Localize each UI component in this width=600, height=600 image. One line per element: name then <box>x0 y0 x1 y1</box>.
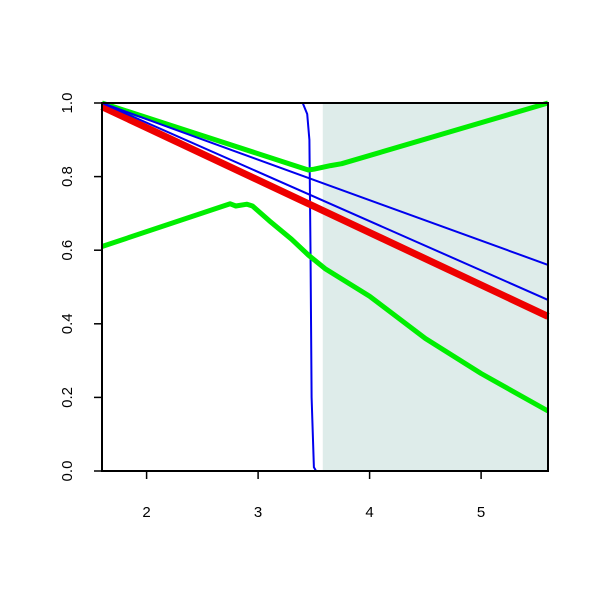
series-line <box>102 102 548 472</box>
x-tick-label: 2 <box>142 504 150 521</box>
y-tick-label: 0.2 <box>59 387 76 408</box>
series-line <box>101 201 550 414</box>
y-tick-label: 0.0 <box>59 461 76 482</box>
x-tick-label: 3 <box>254 504 262 521</box>
highlight-region <box>322 103 548 471</box>
series-line <box>100 103 550 320</box>
y-tick-label: 0.8 <box>59 166 76 187</box>
series-line <box>101 102 549 301</box>
x-tick-label: 4 <box>365 504 373 521</box>
y-tick-label: 0.4 <box>59 313 76 334</box>
y-tick-label: 1.0 <box>59 93 76 114</box>
x-tick-label: 5 <box>477 504 485 521</box>
y-tick-label: 0.6 <box>59 240 76 261</box>
series-line <box>101 100 549 173</box>
plot-frame <box>101 102 549 472</box>
series-line <box>101 102 549 266</box>
